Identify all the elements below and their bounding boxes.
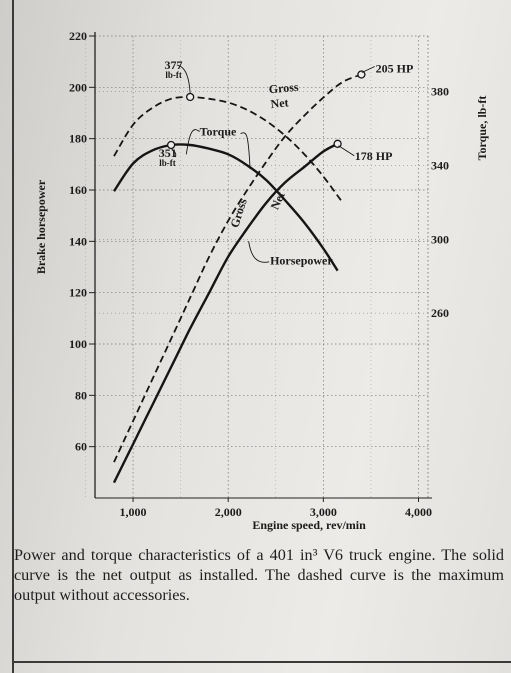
y-axis-label-left: Brake horsepower [34,179,48,274]
x-tick-label: 1,000 [120,505,147,519]
leader-peak-net-torque [170,147,177,158]
y-tick-label-right: 340 [431,158,449,172]
gross-torque-curve [113,96,344,203]
x-tick-label: 3,000 [310,505,337,519]
y-tick-label-left: 80 [75,388,87,402]
y-tick-label-left: 100 [69,337,87,351]
label-gross-hp: Gross [227,196,250,229]
x-axis-label: Engine speed, rev/min [252,518,366,532]
annotation-peak-net-hp: 178 HP [355,149,393,163]
axes: 220 200 180 160 140 120 100 80 60 380 340 300 260 1,0… [34,29,489,532]
grid [85,35,428,498]
y-tick-label-left: 180 [69,132,87,146]
y-tick-label-right: 380 [431,84,449,98]
series-group [112,70,366,484]
annotation-peak-net-torque-unit: lb-ft [159,158,176,168]
leader-peak-net-hp [338,145,355,157]
y-tick-label-left: 200 [69,80,87,94]
annotation-peak-gross-torque-value: 377 [164,58,182,72]
y-tick-label-left: 60 [75,440,87,454]
x-tick-label: 2,000 [215,505,242,519]
label-net-torque: Net [270,95,289,111]
y-tick-label-left: 220 [69,29,87,43]
y-tick-label-left: 120 [69,286,87,300]
y-tick-label-left: 160 [69,183,87,197]
x-tick-label: 4,000 [405,505,432,519]
annotation-peak-gross-torque-unit: lb-ft [165,70,182,80]
net-horsepower-curve [112,142,339,484]
y-tick-label-right: 260 [431,306,449,320]
annotation-peak-gross-hp: 205 HP [376,62,414,76]
peak-gross-torque-marker [185,92,195,102]
leader-horsepower [248,241,270,263]
peak-gross-hp-marker [357,70,366,79]
leader-peak-gross-hp [361,66,375,73]
y-tick-label-left: 140 [69,234,87,248]
label-horsepower: Horsepower [270,253,333,267]
leader-torque-net [185,129,200,155]
label-gross-torque: Gross [268,80,299,97]
gross-horsepower-curve [113,73,362,463]
y-tick-label-right: 300 [431,232,449,246]
power-torque-chart: 220 200 180 160 140 120 100 80 60 380 340 300 260 1,0… [34,29,489,532]
peak-net-hp-marker [333,139,342,148]
leader-torque-right [240,132,251,170]
leader-peak-gross-torque [176,64,191,94]
figure-caption: Power and torque characteristics of a 40… [14,546,504,604]
label-torque: Torque [200,125,237,139]
y-axis-label-right: Torque, lb-ft [475,96,489,161]
net-torque-curve [113,143,339,272]
label-net-hp: Net [268,190,288,212]
